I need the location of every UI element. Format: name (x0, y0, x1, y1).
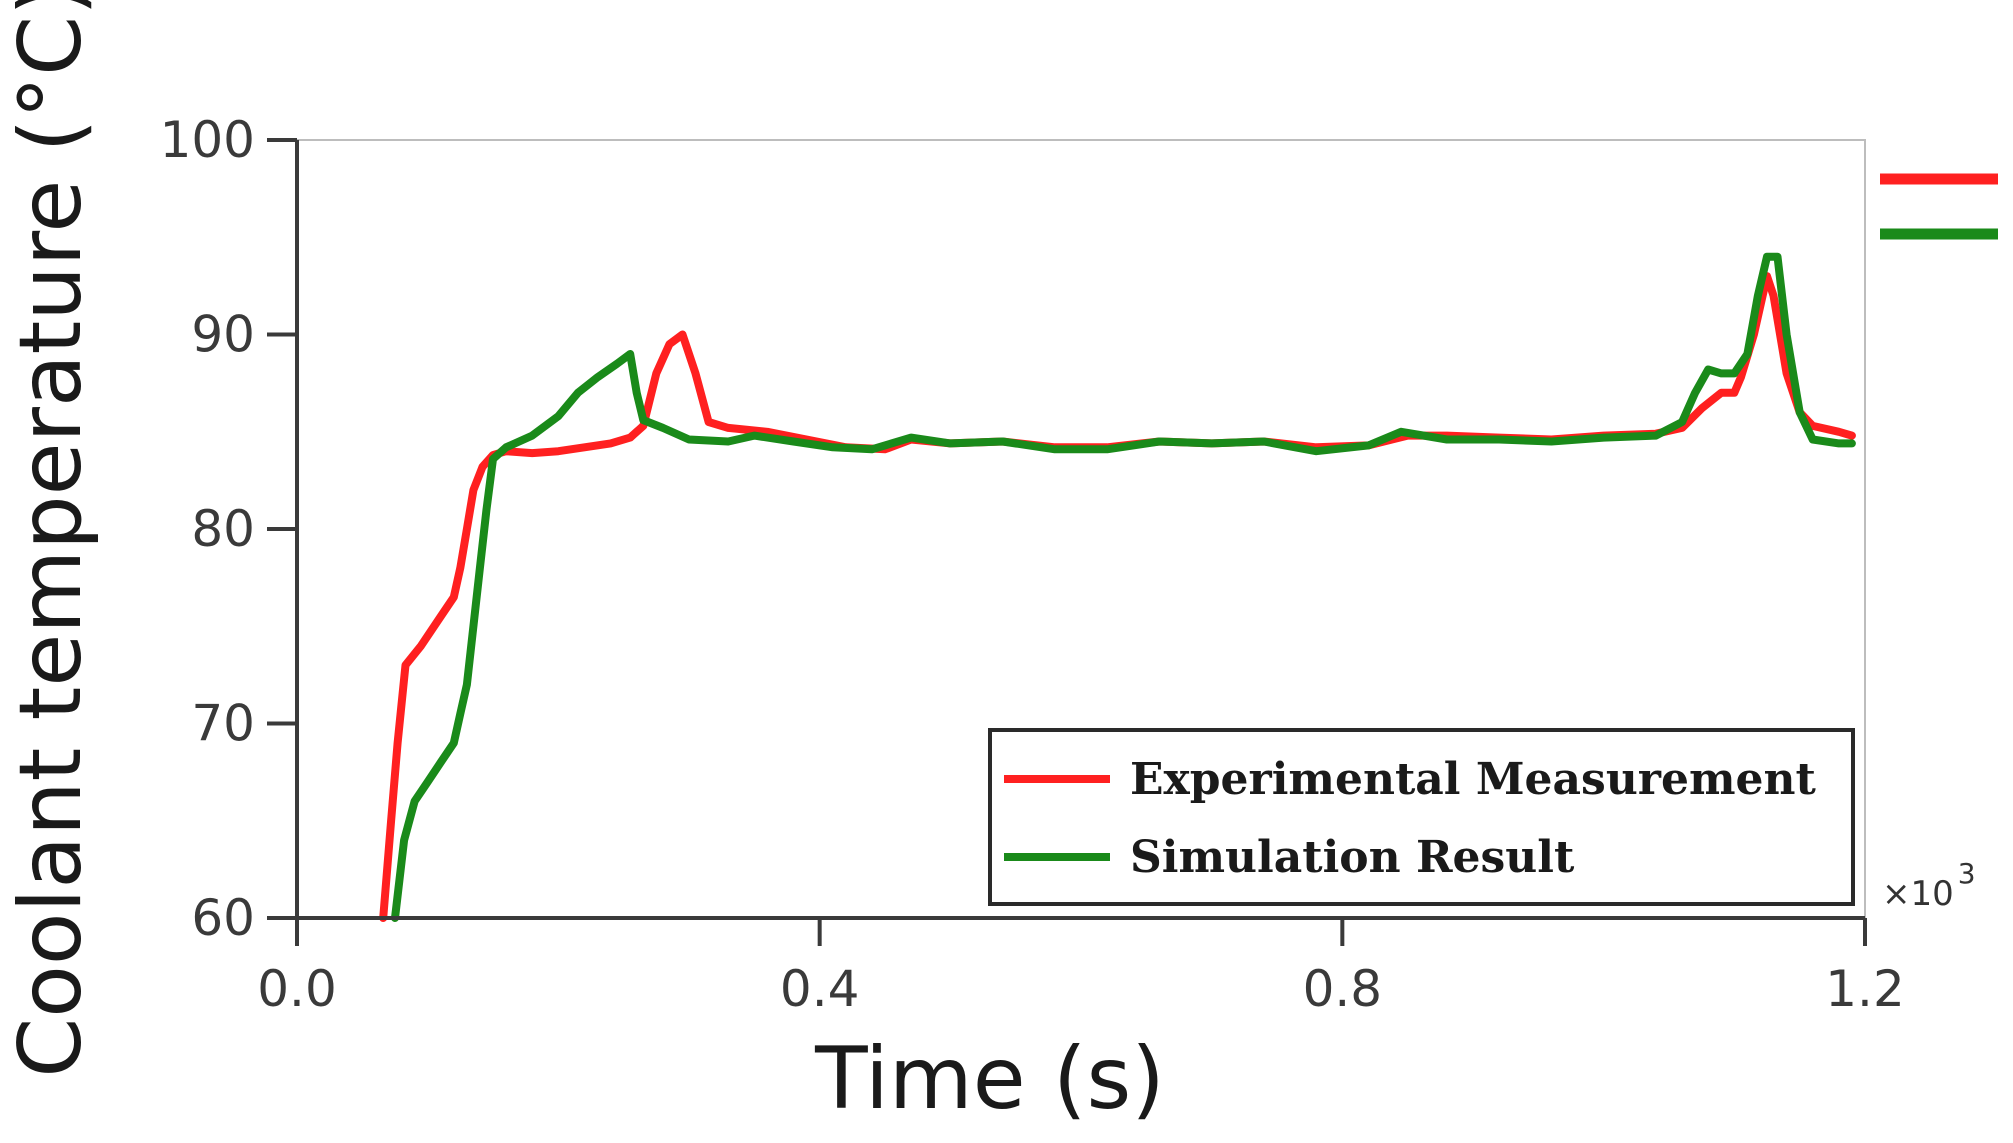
x-tick-label: 1.2 (1825, 960, 1905, 1018)
legend-box (988, 728, 1855, 906)
legend: Experimental Measurement Simulation Resu… (988, 728, 1855, 906)
x-axis-multiplier-exponent: 3 (1958, 857, 1976, 890)
x-tick-label: 0.4 (780, 960, 860, 1018)
x-axis-title: Time (s) (814, 1029, 1165, 1129)
y-tick-label: 100 (160, 111, 255, 169)
legend-label-experimental: Experimental Measurement (1130, 754, 1817, 805)
ticks-layer: 60 70 80 90 100 0.0 0.4 0.8 1.2 (160, 111, 1905, 1018)
x-axis-multiplier: ×103 (1882, 857, 1976, 914)
simulation-result-line (391, 252, 1856, 922)
y-tick-label: 70 (191, 695, 255, 753)
y-axis-title: Coolant temperature (°C) (1, 0, 101, 1078)
y-tick-label: 80 (191, 500, 255, 558)
x-tick-label: 0.8 (1303, 960, 1383, 1018)
y-tick-label: 60 (191, 889, 255, 947)
series-layer (379, 252, 1856, 922)
y-tick-label: 90 (191, 306, 255, 364)
series-legend-marks (1880, 173, 1998, 240)
x-tick-label: 0.0 (257, 960, 337, 1018)
legend-label-simulation: Simulation Result (1130, 832, 1575, 883)
